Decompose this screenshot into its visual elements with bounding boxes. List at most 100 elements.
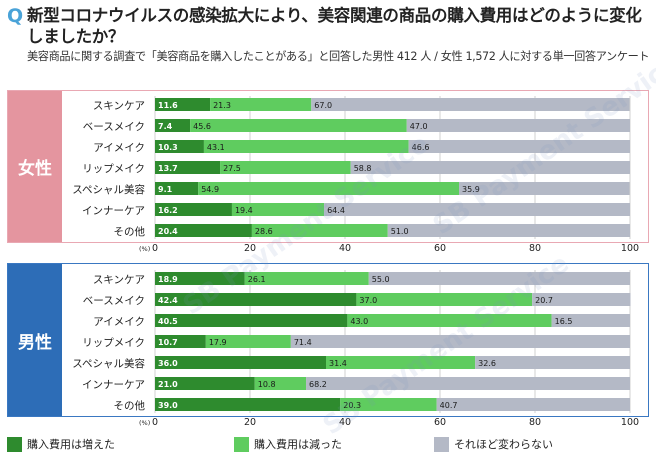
category-label: アイメイク	[93, 316, 145, 328]
category-label: インナーケア	[82, 205, 145, 217]
bar-segment	[155, 182, 199, 195]
bar-segment	[155, 203, 232, 216]
data-label: 20.3	[343, 401, 361, 410]
bar-segment	[155, 335, 206, 348]
category-label: スペシャル美容	[72, 183, 145, 196]
data-label: 71.4	[294, 338, 312, 347]
bar-segment	[350, 161, 630, 174]
data-label: 68.2	[309, 380, 327, 389]
bar-segment	[311, 98, 630, 111]
tick-label: 100	[621, 243, 639, 254]
axis-unit-label: (%)	[139, 245, 150, 253]
tick-label: 80	[529, 243, 541, 254]
category-label: スキンケア	[93, 274, 145, 286]
bar-segment	[244, 272, 369, 285]
category-label: スペシャル美容	[72, 357, 145, 370]
bar-segment	[356, 293, 533, 306]
female-label: 女性	[8, 91, 62, 242]
data-label: 10.8	[258, 380, 276, 389]
category-label: インナーケア	[82, 379, 145, 391]
legend-item-unchanged: それほど変わらない	[434, 436, 553, 452]
legend-item-increased: 購入費用は増えた	[7, 436, 115, 452]
tick-label: 60	[434, 417, 446, 428]
bar-segment	[210, 98, 312, 111]
tick-label: 0	[152, 417, 158, 428]
bar-segment	[408, 140, 630, 153]
data-label: 58.8	[354, 164, 372, 173]
question-mark: Q	[7, 5, 24, 27]
legend-label-increased: 購入費用は増えた	[27, 438, 115, 451]
bar-segment	[406, 119, 630, 132]
tick-label: 0	[152, 243, 158, 254]
data-label: 45.6	[193, 122, 211, 131]
bar-segment	[532, 293, 631, 306]
data-label: 17.9	[209, 338, 227, 347]
data-label: 36.0	[158, 359, 178, 368]
tick-label: 20	[244, 243, 256, 254]
category-label: リップメイク	[82, 163, 145, 175]
bar-segment	[155, 314, 348, 327]
data-label: 31.4	[329, 359, 347, 368]
category-label: アイメイク	[93, 142, 145, 154]
bar-segment	[155, 293, 357, 306]
category-label: その他	[114, 399, 146, 412]
data-label: 21.3	[213, 101, 231, 110]
survey-description: 美容商品に関する調査で「美容商品を購入したことがある」と回答した男性 412 人…	[27, 50, 650, 63]
male-panel: 男性	[7, 263, 649, 417]
legend-swatch-unchanged	[434, 436, 449, 452]
data-label: 13.7	[158, 164, 178, 173]
bar-segment	[155, 224, 252, 237]
category-label: リップメイク	[82, 337, 145, 349]
bar-segment	[155, 98, 211, 111]
bar-segment	[155, 140, 204, 153]
data-label: 43.0	[350, 317, 368, 326]
data-label: 16.2	[158, 206, 178, 215]
category-label: スキンケア	[93, 100, 145, 112]
bar-segment	[290, 335, 630, 348]
data-label: 26.1	[248, 275, 266, 284]
bar-segment	[155, 272, 245, 285]
data-label: 20.7	[535, 296, 553, 305]
data-label: 47.0	[410, 122, 428, 131]
tick-label: 60	[434, 243, 446, 254]
bar-segment	[324, 203, 630, 216]
data-label: 9.1	[158, 185, 173, 194]
data-label: 46.6	[412, 143, 430, 152]
data-label: 18.9	[158, 275, 178, 284]
data-label: 11.6	[158, 101, 178, 110]
data-label: 67.0	[314, 101, 332, 110]
data-label: 55.0	[372, 275, 390, 284]
male-label: 男性	[8, 264, 62, 416]
data-label: 20.4	[158, 227, 178, 236]
legend-swatch-increased	[7, 436, 22, 452]
legend-item-decreased: 購入費用は減った	[234, 436, 342, 452]
data-label: 40.7	[440, 401, 458, 410]
data-label: 42.4	[158, 296, 178, 305]
bar-segment	[155, 356, 326, 369]
bar-segment	[475, 356, 630, 369]
data-label: 27.5	[223, 164, 241, 173]
bar-segment	[340, 398, 437, 411]
data-label: 35.9	[462, 185, 480, 194]
data-label: 43.1	[207, 143, 225, 152]
tick-label: 20	[244, 417, 256, 428]
category-label: その他	[114, 225, 146, 238]
bar-segment	[551, 314, 630, 327]
data-label: 32.6	[478, 359, 496, 368]
legend-label-decreased: 購入費用は減った	[254, 438, 342, 451]
bar-segment	[326, 356, 476, 369]
bar-segment	[231, 203, 325, 216]
data-label: 10.3	[158, 143, 178, 152]
bar-segment	[155, 377, 255, 390]
data-label: 19.4	[235, 206, 253, 215]
bar-segment	[368, 272, 630, 285]
bar-segment	[254, 377, 307, 390]
bar-segment	[436, 398, 630, 411]
data-label: 10.7	[158, 338, 178, 347]
bar-segment	[220, 161, 351, 174]
legend-swatch-decreased	[234, 436, 249, 452]
legend-label-unchanged: それほど変わらない	[454, 438, 553, 451]
data-label: 54.9	[201, 185, 219, 194]
bar-segment	[251, 224, 388, 237]
category-label: ベースメイク	[83, 121, 145, 133]
